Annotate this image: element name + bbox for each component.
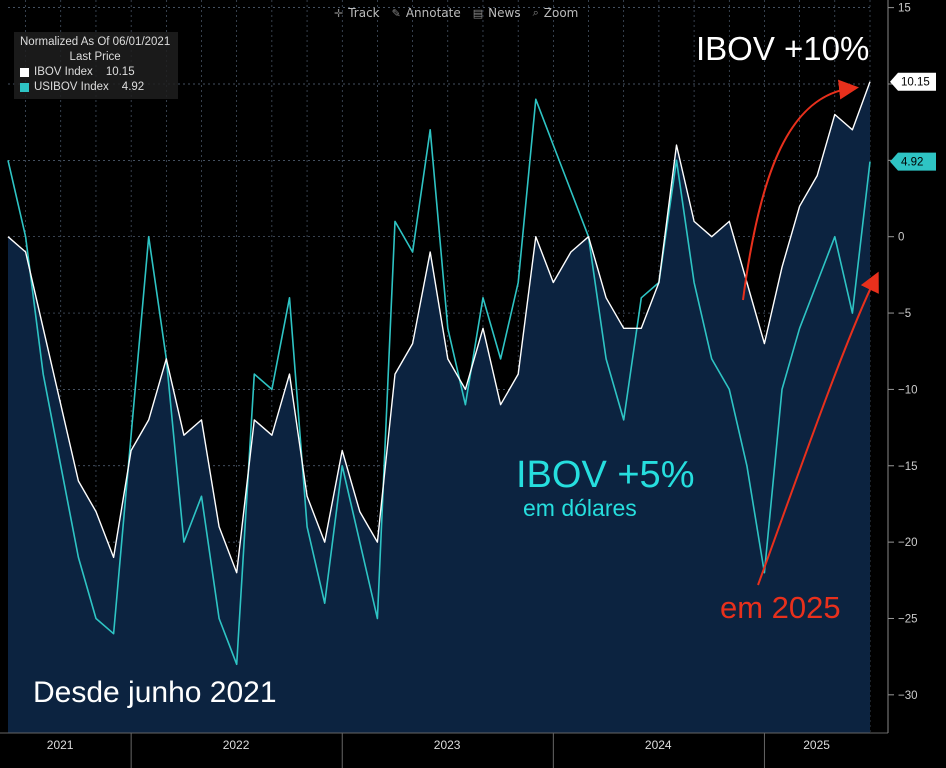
y-tick-label: 0 [898, 232, 904, 244]
y-tick-label: 15 [898, 3, 911, 15]
annotation-usibov: IBOV +5% [516, 454, 695, 496]
annotate-button[interactable]: ✎ Annotate [392, 4, 461, 22]
chart-toolbar: ✛ Track ✎ Annotate ▤ News ⌕ Zoom [334, 4, 578, 22]
track-label: Track [348, 6, 380, 20]
y-tick-label: −30 [898, 690, 918, 702]
x-tick-label: 2024 [645, 738, 672, 752]
magnifier-icon: ⌕ [532, 6, 539, 19]
news-button[interactable]: ▤ News [473, 4, 521, 22]
usibov-last-value-tag-label: 4.92 [901, 157, 923, 169]
annotation-period: em 2025 [720, 590, 841, 625]
x-tick-label: 2025 [803, 738, 830, 752]
legend-item-ibov: IBOV Index 10.15 [20, 65, 170, 80]
y-tick-label: −10 [898, 384, 918, 396]
y-tick-label: −15 [898, 461, 918, 473]
annotation-usibov-sub: em dólares [523, 495, 637, 521]
arrow-usibov [757, 271, 879, 586]
zoom-label: Zoom [543, 6, 579, 20]
zoom-button[interactable]: ⌕ Zoom [533, 4, 579, 22]
usibov-line [7, 98, 871, 666]
x-tick-label: 2021 [47, 738, 74, 752]
ibov-last-value-tag-label: 10.15 [901, 77, 930, 89]
pencil-icon: ✎ [391, 6, 401, 20]
news-label: News [488, 6, 521, 20]
y-tick-label: −20 [898, 537, 918, 549]
y-tick-label: −25 [898, 613, 918, 625]
ibov-area [8, 81, 870, 733]
legend-value-usibov: 4.92 [121, 81, 145, 93]
annotate-label: Annotate [405, 6, 461, 20]
track-button[interactable]: ✛ Track [334, 4, 380, 22]
annotation-ibov: IBOV +10% [696, 30, 870, 67]
x-axis-band [0, 733, 946, 768]
ibov-last-value-tag [890, 72, 936, 91]
legend-name-usibov: USIBOV Index [34, 81, 109, 93]
x-tick-label: 2023 [434, 738, 461, 752]
legend-swatch-ibov [20, 68, 29, 77]
legend: Normalized As Of 06/01/2021 Last Price I… [14, 32, 179, 99]
legend-swatch-usibov [20, 83, 29, 92]
legend-item-usibov: USIBOV Index 4.92 [20, 80, 170, 95]
usibov-last-value-tag [890, 152, 936, 171]
crosshair-icon: ✛ [334, 6, 344, 20]
annotation-since: Desde junho 2021 [33, 676, 277, 709]
annotation-arrows [742, 79, 879, 586]
legend-subtitle: Last Price [69, 51, 121, 63]
legend-value-ibov: 10.15 [105, 66, 135, 78]
arrow-ibov [742, 79, 859, 301]
legend-title: Normalized As Of 06/01/2021 [20, 36, 171, 48]
legend-name-ibov: IBOV Index [34, 66, 93, 78]
news-icon: ▤ [472, 6, 484, 20]
ibov-line [7, 81, 871, 574]
x-tick-label: 2022 [223, 738, 250, 752]
y-tick-label: −5 [898, 308, 911, 320]
